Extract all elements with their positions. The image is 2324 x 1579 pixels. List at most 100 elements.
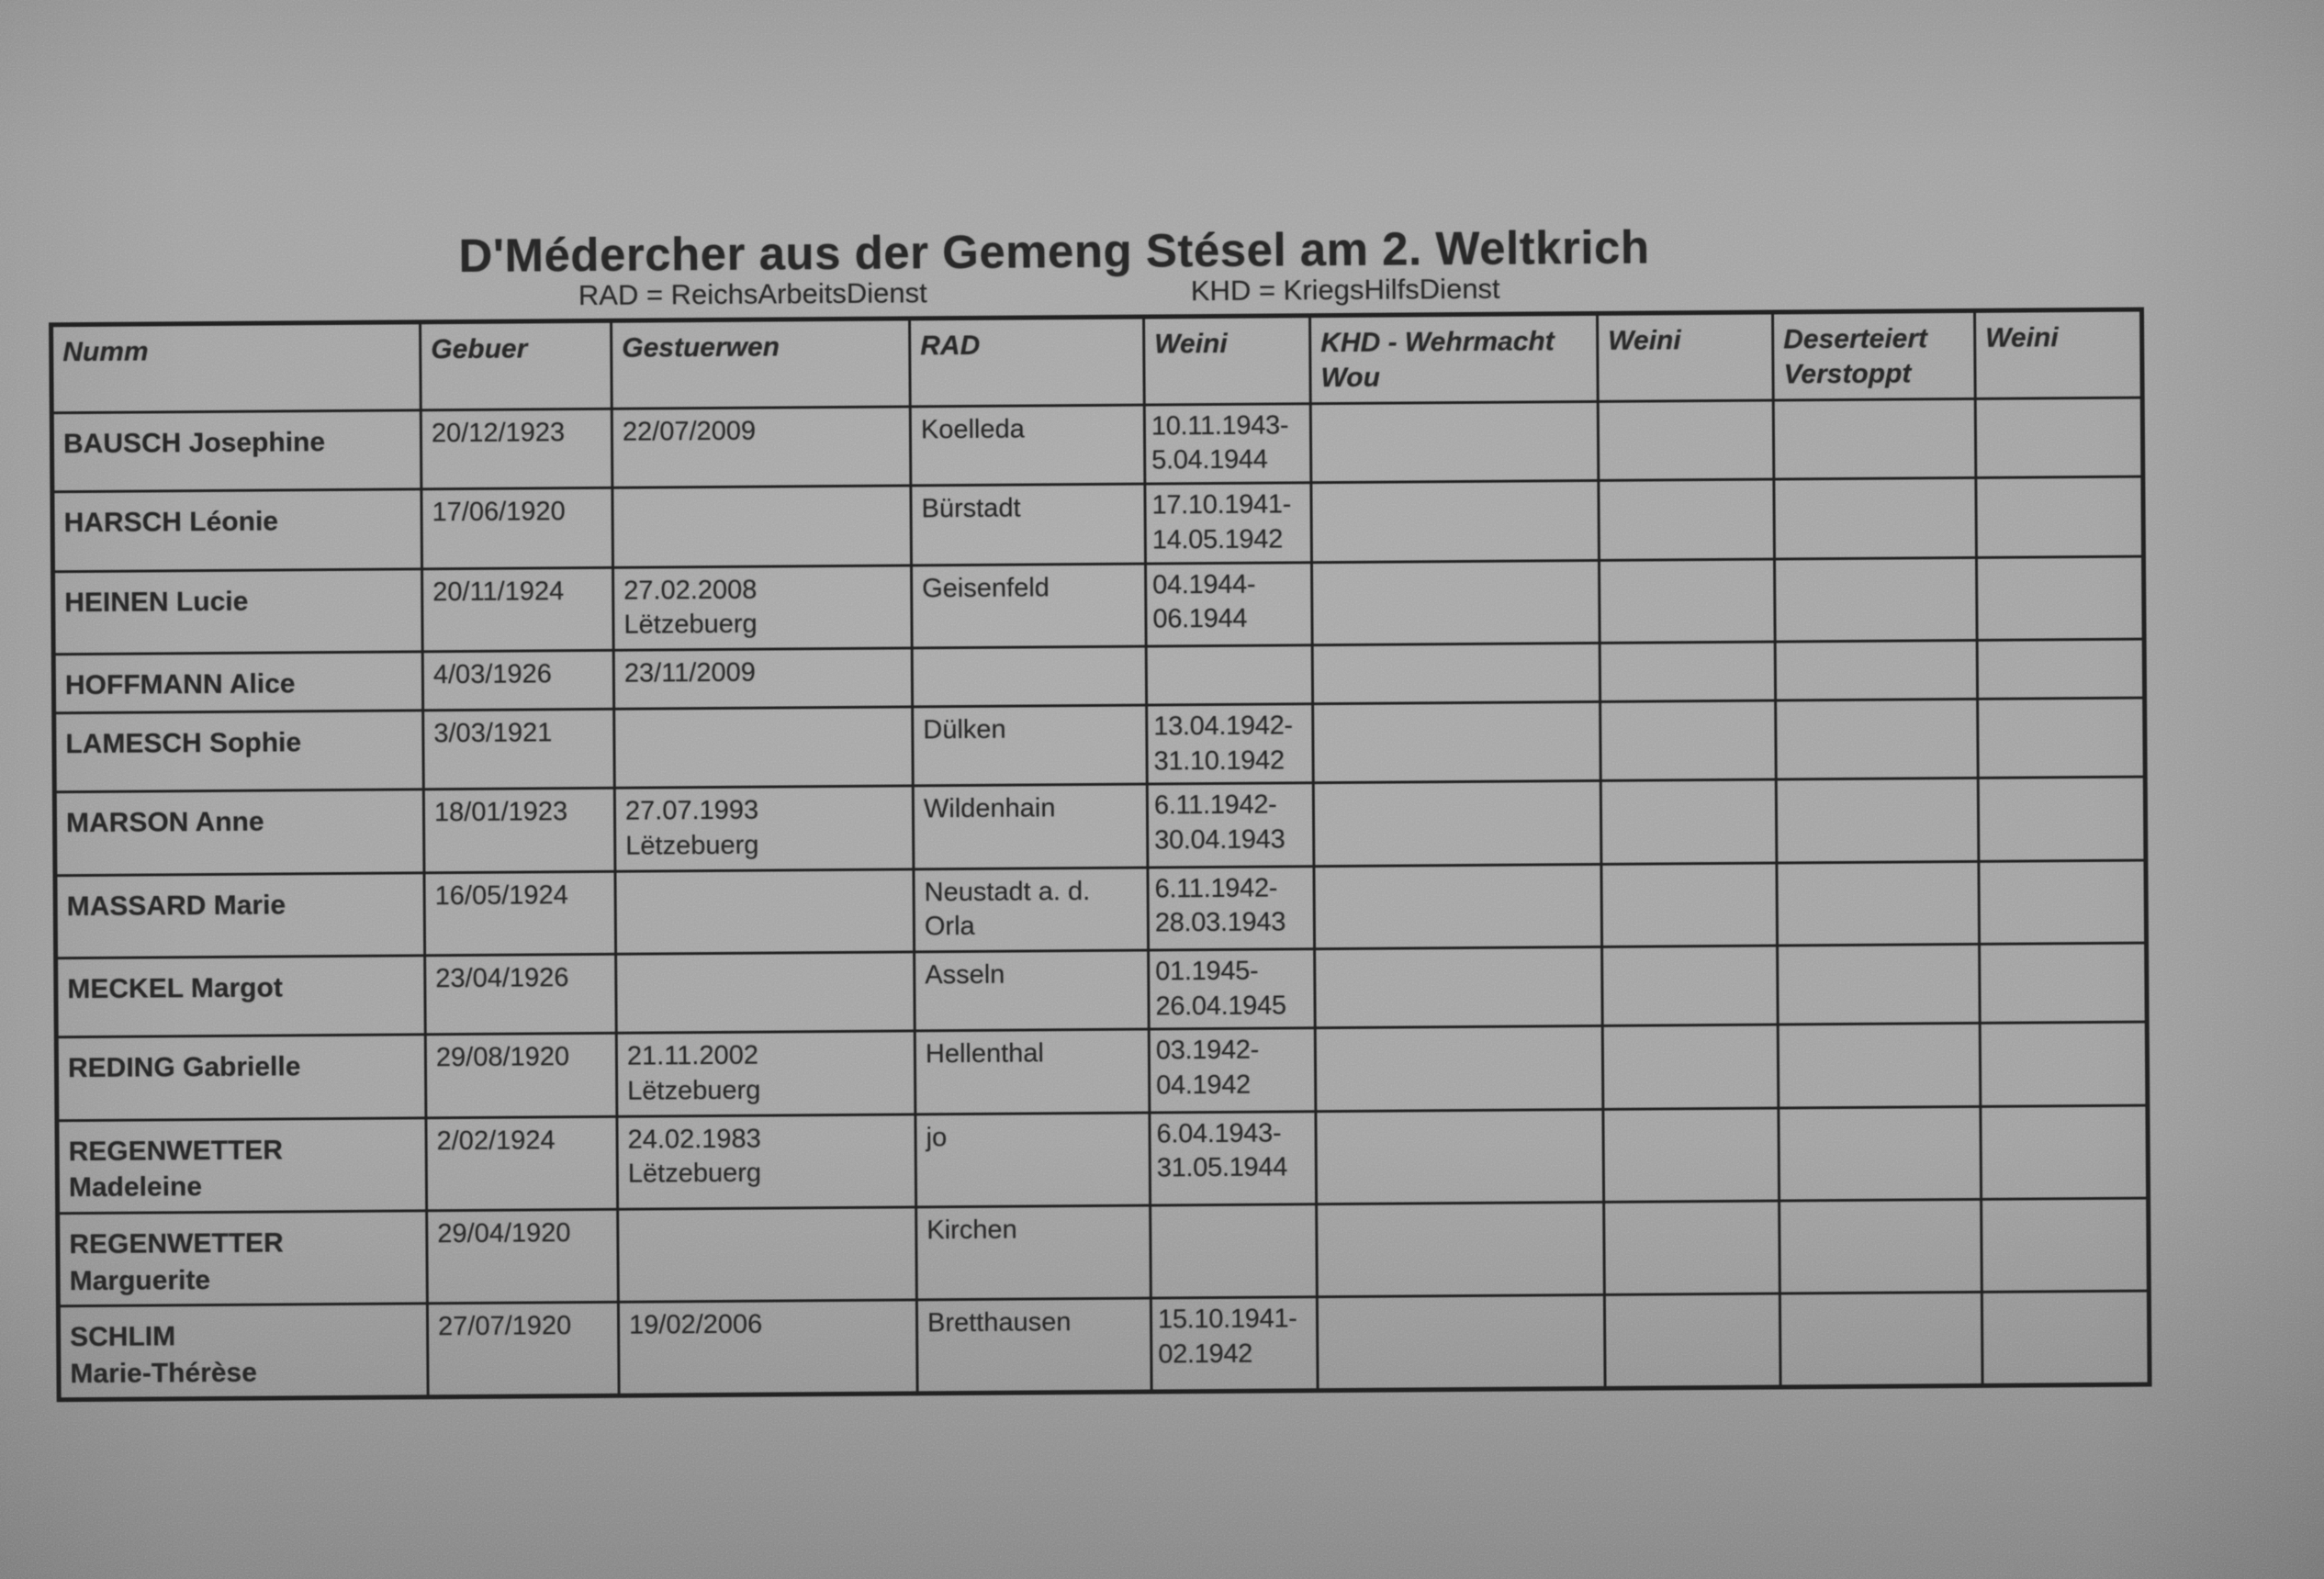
column-header-khd-wehrmacht-wou: KHD - Wehrmacht Wou <box>1309 313 1599 404</box>
cell-weini_rad: 6.11.1942- 28.03.1943 <box>1147 866 1315 951</box>
cell-numm: REDING Gabrielle <box>56 1035 426 1121</box>
cell-khd_wou <box>1317 1294 1606 1392</box>
cell-deserteiert <box>1776 778 1979 863</box>
cell-weini_des <box>1980 1104 2149 1200</box>
legend-rad: RAD = ReichsArbeitsDienst <box>578 276 927 312</box>
table-row: MECKEL Margot 23/04/1926 Asseln 01.1945-… <box>55 943 2148 1038</box>
cell-numm: REGENWETTER Madeleine <box>56 1117 427 1214</box>
column-header-numm: Numm <box>51 321 421 413</box>
cell-weini_des <box>1978 859 2147 945</box>
cell-weini_rad <box>1146 644 1313 705</box>
cell-weini_rad: 13.04.1942- 31.10.1942 <box>1146 703 1314 785</box>
cell-numm: HARSCH Léonie <box>51 488 422 572</box>
cell-weini_rad: 15.10.1941- 02.1942 <box>1151 1296 1319 1393</box>
cell-deserteiert <box>1779 1292 1983 1388</box>
cell-khd_wou <box>1313 780 1601 867</box>
cell-numm: MARSON Anne <box>54 790 424 876</box>
cell-rad: Bretthausen <box>916 1298 1152 1394</box>
cell-khd_wou <box>1313 864 1602 949</box>
cell-gestuerwen <box>612 486 912 567</box>
cell-deserteiert <box>1773 477 1977 559</box>
table-row: REGENWETTER Madeleine 2/02/1924 24.02.19… <box>56 1104 2149 1214</box>
cell-gebuer: 3/03/1921 <box>422 709 615 790</box>
cell-weini_rad: 10.11.1943- 5.04.1944 <box>1144 403 1311 485</box>
table-row: MARSON Anne 18/01/1923 27.07.1993 Lëtzeb… <box>54 777 2146 876</box>
cell-weini_des <box>1975 397 2143 478</box>
table-row: REGENWETTER Marguerite 29/04/1920 Kirche… <box>57 1198 2150 1306</box>
legend-khd: KHD = KriegsHilfsDienst <box>1190 272 1500 308</box>
cell-gebuer: 29/08/1920 <box>425 1033 617 1118</box>
cell-gebuer: 20/12/1923 <box>421 409 612 489</box>
cell-weini_khd <box>1600 779 1777 865</box>
column-header-gestuerwen: Gestuerwen <box>611 318 911 409</box>
cell-deserteiert <box>1773 398 1976 480</box>
cell-rad: Dülken <box>912 704 1148 787</box>
cell-gebuer: 18/01/1923 <box>423 788 615 873</box>
cell-weini_rad: 6.04.1943- 31.05.1944 <box>1149 1111 1317 1205</box>
table-row: MASSARD Marie 16/05/1924 Neustadt a. d. … <box>54 859 2147 958</box>
cell-gestuerwen: 23/11/2009 <box>613 647 913 710</box>
cell-weini_rad <box>1150 1204 1318 1299</box>
table-row: LAMESCH Sophie 3/03/1921 Dülken 13.04.19… <box>53 697 2146 793</box>
column-header-deserteiert-verstoppt: Deserteiert Verstoppt <box>1772 310 1976 400</box>
cell-rad: Hellenthal <box>915 1029 1150 1114</box>
cell-deserteiert <box>1776 861 1980 946</box>
cell-weini_rad: 6.11.1942- 30.04.1943 <box>1147 782 1314 868</box>
cell-khd_wou <box>1316 1202 1605 1297</box>
cell-weini_des <box>1980 1022 2148 1107</box>
cell-gestuerwen: 24.02.1983 Lëtzebuerg <box>616 1114 916 1210</box>
cell-deserteiert <box>1774 556 1978 642</box>
cell-deserteiert <box>1778 1023 1981 1108</box>
cell-gestuerwen <box>615 951 915 1034</box>
cell-khd_wou <box>1310 401 1599 483</box>
cell-gestuerwen <box>614 868 915 955</box>
cell-weini_rad: 04.1944- 06.1944 <box>1145 562 1313 646</box>
cell-gestuerwen <box>613 706 914 789</box>
cell-weini_khd <box>1602 1107 1779 1203</box>
table-row: SCHLIM Marie-Thérèse 27/07/1920 19/02/20… <box>58 1291 2150 1401</box>
cell-gebuer: 2/02/1924 <box>425 1116 618 1211</box>
cell-rad: Neustadt a. d. Orla <box>913 867 1149 952</box>
column-header-weini-khd: Weini <box>1597 312 1774 402</box>
cell-gestuerwen: 27.07.1993 Lëtzebuerg <box>614 786 914 871</box>
cell-khd_wou <box>1315 1025 1603 1112</box>
cell-weini_rad: 03.1942- 04.1942 <box>1149 1028 1316 1113</box>
cell-gebuer: 4/03/1926 <box>422 650 614 711</box>
header-row: Numm Gebuer Gestuerwen RAD Weini KHD - W… <box>51 309 2143 413</box>
cell-numm: SCHLIM Marie-Thérèse <box>58 1303 429 1401</box>
cell-gestuerwen: 21.11.2002 Lëtzebuerg <box>616 1031 915 1117</box>
cell-weini_khd <box>1603 1200 1780 1295</box>
cell-numm: LAMESCH Sophie <box>53 710 424 793</box>
cell-numm: MASSARD Marie <box>54 872 425 958</box>
cell-weini_khd <box>1604 1293 1781 1389</box>
cell-numm: MECKEL Margot <box>55 955 426 1038</box>
cell-rad <box>912 645 1147 707</box>
cell-rad: Geisenfeld <box>911 563 1147 648</box>
column-header-rad: RAD <box>909 317 1145 407</box>
cell-weini_khd <box>1600 862 1778 947</box>
cell-weini_khd <box>1598 479 1775 560</box>
cell-gebuer: 17/06/1920 <box>421 487 613 569</box>
column-header-weini-deserteiert: Weini <box>1974 309 2143 399</box>
cell-deserteiert <box>1777 944 1981 1025</box>
cell-khd_wou <box>1311 559 1600 645</box>
cell-numm: BAUSCH Josephine <box>51 409 421 492</box>
cell-weini_rad: 17.10.1941- 14.05.1942 <box>1144 482 1312 564</box>
cell-gestuerwen: 22/07/2009 <box>612 406 911 488</box>
cell-weini_khd <box>1602 1025 1779 1110</box>
cell-deserteiert <box>1779 1199 1982 1294</box>
cell-rad: Asseln <box>914 950 1150 1032</box>
cell-rad: Wildenhain <box>913 784 1148 869</box>
cell-weini_des <box>1976 555 2145 641</box>
cell-gebuer: 23/04/1926 <box>424 954 617 1036</box>
cell-weini_khd <box>1601 946 1779 1026</box>
table-row: HEINEN Lucie 20/11/1924 27.02.2008 Lëtze… <box>52 555 2145 655</box>
cell-gebuer: 27/07/1920 <box>427 1302 620 1398</box>
cell-weini_des <box>1977 638 2145 700</box>
cell-numm: HOFFMANN Alice <box>53 651 423 713</box>
document: D'Médercher aus der Gemeng Stésel am 2. … <box>48 219 2152 1403</box>
cell-weini_khd <box>1598 399 1774 481</box>
cell-khd_wou <box>1312 701 1601 783</box>
cell-gestuerwen: 27.02.2008 Lëtzebuerg <box>612 565 913 651</box>
data-table: Numm Gebuer Gestuerwen RAD Weini KHD - W… <box>49 307 2152 1403</box>
